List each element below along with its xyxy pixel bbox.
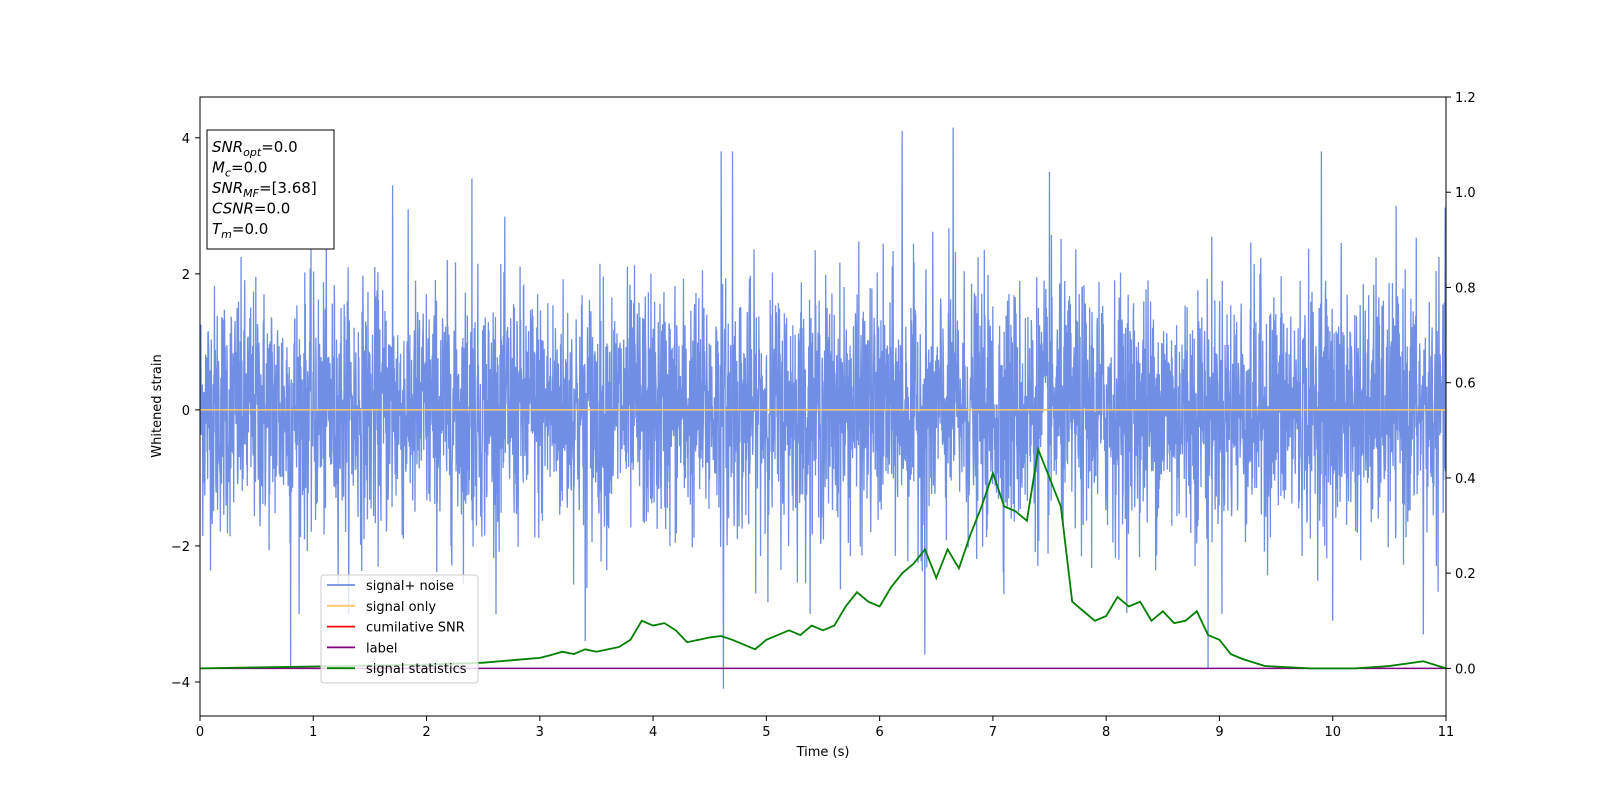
y2-tick-label: 1.2 bbox=[1455, 91, 1476, 106]
x-tick-label: 6 bbox=[875, 725, 883, 740]
x-tick-label: 10 bbox=[1324, 725, 1341, 740]
series-signal-noise bbox=[200, 127, 1446, 689]
y2-tick-label: 0.8 bbox=[1455, 281, 1476, 296]
info-line: Mc=0.0 bbox=[212, 159, 267, 180]
x-tick-label: 1 bbox=[309, 725, 317, 740]
x-tick-label: 11 bbox=[1438, 725, 1455, 740]
info-line: Tm=0.0 bbox=[212, 220, 268, 241]
y2-tick-label: 0.6 bbox=[1455, 377, 1476, 392]
y-axis-left: −4 −2 0 2 4 bbox=[171, 132, 200, 691]
y2-tick-label: 0.0 bbox=[1455, 662, 1476, 677]
y2-tick-label: 1.0 bbox=[1455, 186, 1476, 201]
x-tick-label: 2 bbox=[422, 725, 430, 740]
y-axis-label: Whitened strain bbox=[150, 354, 165, 457]
x-tick-label: 8 bbox=[1102, 725, 1110, 740]
x-tick-label: 4 bbox=[649, 725, 657, 740]
legend-entry: cumilative SNR bbox=[366, 621, 465, 636]
y2-tick-label: 0.2 bbox=[1455, 567, 1476, 582]
y-tick-label: −2 bbox=[171, 540, 190, 555]
x-axis-label: Time (s) bbox=[796, 745, 850, 760]
y-tick-label: 4 bbox=[182, 132, 190, 147]
y2-tick-label: 0.4 bbox=[1455, 472, 1476, 487]
noise-series-layer bbox=[200, 127, 1446, 689]
x-tick-label: 0 bbox=[196, 725, 204, 740]
legend-entry: signal+ noise bbox=[366, 579, 454, 594]
info-line: SNRopt=0.0 bbox=[212, 138, 298, 159]
x-tick-label: 5 bbox=[762, 725, 770, 740]
y-tick-label: 2 bbox=[182, 268, 190, 283]
info-box-frame bbox=[206, 129, 335, 250]
plot-frame bbox=[199, 96, 1447, 717]
y-tick-label: −4 bbox=[171, 676, 190, 691]
y-tick-label: 0 bbox=[182, 404, 190, 419]
y-axis-right: 0.0 0.2 0.4 0.6 0.8 1.0 1.2 bbox=[1446, 91, 1476, 677]
legend-frame bbox=[320, 574, 479, 684]
x-tick-label: 3 bbox=[536, 725, 544, 740]
legend-entry: label bbox=[366, 641, 397, 656]
series-signal-statistics bbox=[200, 445, 1446, 670]
x-tick-label: 9 bbox=[1215, 725, 1223, 740]
legend-entry: signal statistics bbox=[366, 662, 467, 677]
info-line: CSNR=0.0 bbox=[212, 200, 290, 218]
x-axis: 0 1 2 3 4 5 6 7 8 9 10 11 bbox=[196, 716, 1454, 740]
info-line: SNRMF=[3.68] bbox=[212, 179, 317, 200]
legend-entry: signal only bbox=[366, 600, 436, 615]
legend: signal+ noise signal only cumilative SNR la… bbox=[320, 574, 479, 684]
x-tick-label: 7 bbox=[989, 725, 997, 740]
